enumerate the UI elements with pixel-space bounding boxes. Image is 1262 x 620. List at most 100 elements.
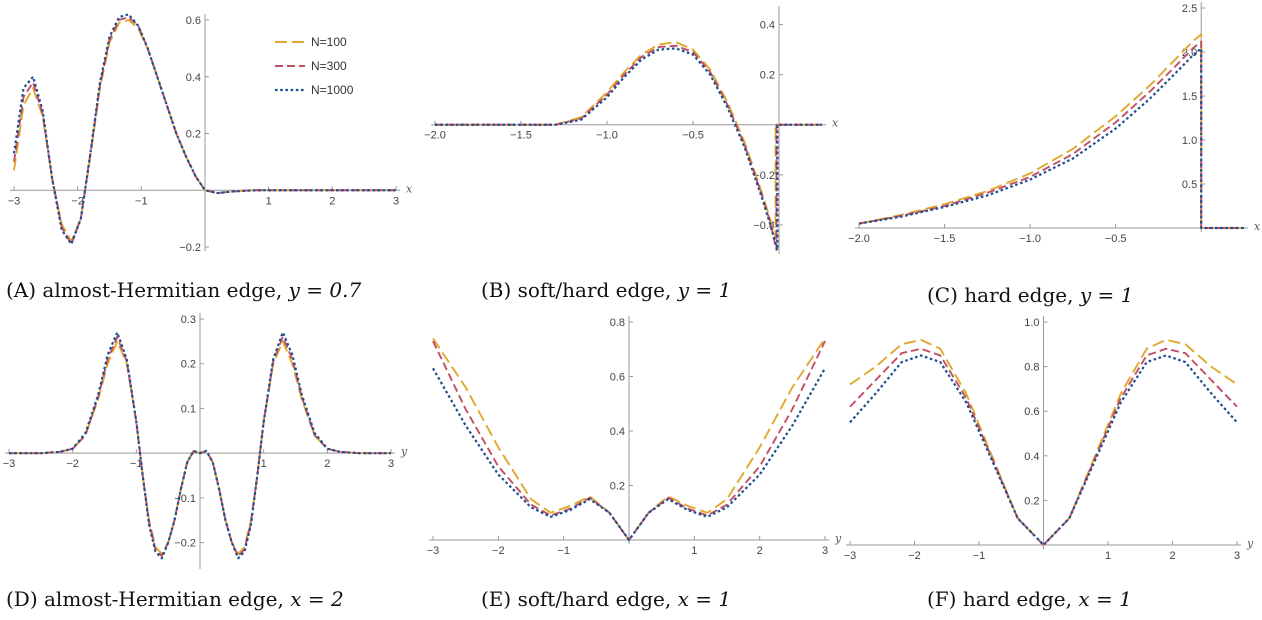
- y-tick-label-f: 0.4: [1024, 451, 1039, 463]
- x-tick-label-a: −2: [71, 195, 84, 207]
- x-tick-label-d: −1: [130, 458, 143, 470]
- legend-label-2: N=300: [311, 59, 347, 73]
- caption-b: (B) soft/hard edge, y = 1: [481, 278, 731, 302]
- x-tick-label-f: −1: [973, 550, 986, 562]
- x-tick-label-d: 1: [261, 458, 267, 470]
- x-tick-label-d: 3: [388, 458, 394, 470]
- y-tick-label-e: 0.8: [610, 317, 625, 329]
- chart-panel-e: −3 −2 −1 1 2 3 0.2 0.4 0.6 0.8 y: [427, 316, 842, 557]
- caption-c: (C) hard edge, y = 1: [927, 283, 1133, 307]
- chart-panel-c: −2.0 −1.5 −1.0 −0.50.51.01.52.02.5x: [848, 2, 1261, 245]
- x-axis-name-c: x: [1254, 220, 1261, 233]
- legend-label-3: N=1000: [311, 83, 354, 97]
- x-tick-label-e: 2: [757, 545, 763, 557]
- x-tick-label-f: 2: [1169, 550, 1175, 562]
- caption-a-text: almost-Hermitian edge,: [42, 278, 283, 302]
- caption-d-math: x = 2: [290, 587, 344, 611]
- x-tick-label-b: −1.5: [510, 130, 532, 142]
- caption-d-text: almost-Hermitian edge,: [44, 587, 284, 611]
- y-tick-label-e: 0.2: [610, 481, 625, 493]
- x-tick-label-f: 3: [1234, 550, 1240, 562]
- series-line-e-3: [432, 367, 826, 542]
- x-tick-label-b: −2.0: [424, 130, 446, 142]
- x-tick-label-c: −1.5: [934, 233, 956, 245]
- x-tick-label-f: −3: [844, 550, 857, 562]
- caption-a: (A) almost-Hermitian edge, y = 0.7: [6, 278, 361, 302]
- x-tick-label-e: −1: [557, 545, 570, 557]
- caption-f-tag: (F): [927, 587, 957, 611]
- caption-e-math: x = 1: [677, 587, 732, 611]
- caption-b-tag: (B): [481, 278, 512, 302]
- y-tick-label-e: 0.4: [610, 426, 625, 438]
- y-tick-label-a: 0.2: [186, 129, 201, 141]
- x-tick-label-a: −1: [135, 195, 148, 207]
- caption-f: (F) hard edge, x = 1: [927, 587, 1132, 611]
- x-axis-name-d: y: [400, 445, 408, 458]
- series-line-d-3: [9, 331, 391, 560]
- caption-e: (E) soft/hard edge, x = 1: [481, 587, 731, 611]
- caption-e-text: soft/hard edge,: [517, 587, 672, 611]
- y-tick-label-d: 0.1: [181, 403, 196, 415]
- y-tick-label-b: 0.2: [760, 70, 775, 82]
- series-line-a-3: [12, 13, 396, 246]
- y-tick-label-c: 2.5: [1182, 3, 1197, 15]
- series-line-b-3: [435, 47, 822, 252]
- caption-c-text: hard edge,: [964, 283, 1074, 307]
- y-tick-label-f: 0.6: [1024, 406, 1039, 418]
- y-tick-label-f: 1.0: [1024, 317, 1039, 329]
- x-tick-label-f: 1: [1105, 550, 1111, 562]
- x-tick-label-e: −3: [427, 545, 440, 557]
- x-tick-label-b: −1.0: [596, 130, 618, 142]
- y-tick-label-f: 0.8: [1024, 362, 1039, 374]
- x-axis-name-b: x: [832, 117, 839, 130]
- caption-f-math: x = 1: [1078, 587, 1132, 611]
- x-tick-label-b: −0.5: [682, 130, 704, 142]
- y-tick-label-b: 0.4: [760, 20, 775, 32]
- chart-panel-b: −2.0 −1.5 −1.0 −0.5−0.4−0.20.20.4x: [424, 6, 839, 254]
- x-tick-label-a: 2: [329, 195, 335, 207]
- y-tick-label-a: 0.6: [186, 15, 201, 27]
- legend-label-1: N=100: [311, 35, 347, 49]
- caption-b-text: soft/hard edge,: [517, 278, 672, 302]
- caption-d-tag: (D): [6, 587, 38, 611]
- x-tick-label-e: 3: [822, 545, 828, 557]
- y-tick-label-d: −0.2: [174, 538, 196, 550]
- y-tick-label-c: 1.0: [1182, 135, 1197, 147]
- chart-panel-f: −3 −2 −1 1 2 3 0.2 0.4 0.6 0.8 1.0 y: [844, 316, 1254, 562]
- caption-d: (D) almost-Hermitian edge, x = 2: [6, 587, 344, 611]
- x-tick-label-e: −2: [492, 545, 505, 557]
- x-tick-label-a: −3: [8, 195, 21, 207]
- y-tick-label-f: 0.2: [1024, 495, 1039, 507]
- x-axis-name-a: x: [406, 182, 413, 195]
- y-tick-label-a: −0.2: [179, 242, 201, 254]
- x-tick-label-c: −2.0: [848, 233, 870, 245]
- caption-a-tag: (A): [6, 278, 37, 302]
- y-tick-label-a: 0.4: [186, 72, 201, 84]
- y-tick-label-d: 0.3: [181, 314, 196, 326]
- series-line-c-3: [858, 47, 1244, 230]
- caption-a-math: y = 0.7: [288, 278, 362, 302]
- x-tick-label-c: −0.5: [1105, 233, 1127, 245]
- chart-panel-d: −3 −2 −1 1 2 3−0.2−0.10.10.20.3y: [3, 313, 408, 569]
- x-tick-label-d: 2: [324, 458, 330, 470]
- x-tick-label-d: −3: [3, 458, 16, 470]
- series-line-f-2: [849, 347, 1238, 546]
- x-tick-label-a: 3: [393, 195, 399, 207]
- caption-e-tag: (E): [481, 587, 512, 611]
- caption-b-math: y = 1: [677, 278, 732, 302]
- caption-c-math: y = 1: [1079, 283, 1134, 307]
- x-tick-label-a: 1: [266, 195, 272, 207]
- x-tick-label-e: 1: [691, 545, 697, 557]
- y-tick-label-e: 0.6: [610, 372, 625, 384]
- x-axis-name-f: y: [1246, 537, 1254, 550]
- x-axis-name-e: y: [834, 532, 842, 545]
- series-line-c-1: [858, 33, 1244, 229]
- y-tick-label-c: 1.5: [1182, 91, 1197, 103]
- caption-c-tag: (C): [927, 283, 958, 307]
- x-tick-label-f: −2: [908, 550, 921, 562]
- y-tick-label-c: 0.5: [1182, 179, 1197, 191]
- y-tick-label-b: −0.2: [753, 170, 775, 182]
- x-tick-label-c: −1.0: [1019, 233, 1041, 245]
- chart-panel-a: −3 −2 −1 1 2 3 −0.2 0.2 0.4 0.6 x N=100 N=300 N=1000: [8, 13, 413, 254]
- caption-f-text: hard edge,: [962, 587, 1073, 611]
